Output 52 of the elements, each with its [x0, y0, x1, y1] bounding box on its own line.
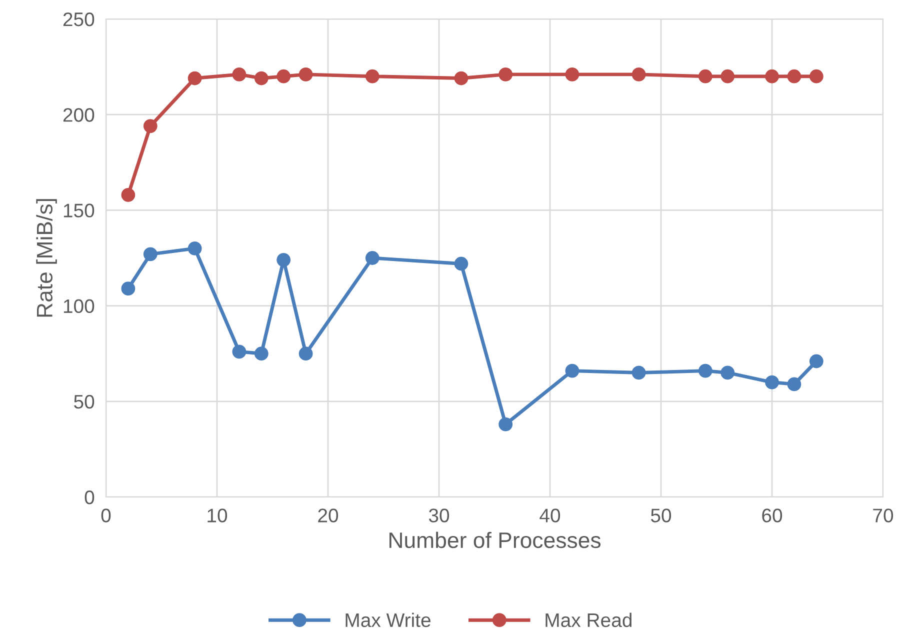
x-tick-label: 70 — [873, 508, 894, 522]
point — [765, 69, 779, 84]
legend-label: Max Read — [546, 612, 632, 628]
point — [276, 252, 291, 267]
point — [565, 68, 580, 82]
point — [121, 282, 136, 296]
point — [298, 68, 313, 82]
point — [232, 344, 246, 359]
point — [121, 188, 136, 202]
y-tick-label: 0 — [84, 490, 94, 504]
x-tick-label: 40 — [540, 508, 560, 522]
y-tick-label: 250 — [63, 12, 94, 26]
y-tick-label: 100 — [64, 299, 94, 314]
y-tick-label: 150 — [64, 204, 94, 218]
x-tick-label: 60 — [762, 508, 782, 522]
point — [720, 69, 735, 84]
point — [365, 251, 380, 265]
point — [498, 68, 513, 82]
point — [454, 256, 468, 271]
point — [276, 69, 291, 84]
point — [632, 366, 646, 380]
x-axis-title: Number of Processes — [390, 532, 601, 548]
point — [765, 375, 779, 390]
point — [787, 69, 802, 84]
point — [143, 119, 158, 134]
x-tick-label: 10 — [208, 508, 228, 522]
point — [498, 417, 513, 432]
x-tick-label: 30 — [428, 508, 450, 522]
point — [188, 71, 202, 86]
point — [254, 71, 268, 86]
point — [565, 364, 580, 378]
point — [787, 377, 802, 392]
point — [720, 366, 735, 380]
point — [254, 346, 268, 361]
point — [188, 241, 202, 256]
y-tick-label: 200 — [63, 108, 94, 122]
point — [809, 69, 824, 84]
x-tick-label: 0 — [101, 508, 111, 522]
x-tick-label: 20 — [318, 508, 338, 522]
point — [698, 69, 712, 84]
legend-label: Max Write — [346, 612, 430, 628]
y-tick-label: 50 — [74, 394, 94, 409]
point — [298, 346, 313, 361]
point — [809, 354, 824, 368]
point — [143, 247, 158, 262]
x-tick-label: 50 — [650, 508, 672, 522]
point — [232, 68, 246, 82]
point — [632, 68, 646, 82]
point — [698, 364, 712, 378]
point — [454, 71, 468, 86]
point — [365, 69, 380, 84]
y-axis-title: Rate [MiB/s] — [36, 199, 57, 317]
